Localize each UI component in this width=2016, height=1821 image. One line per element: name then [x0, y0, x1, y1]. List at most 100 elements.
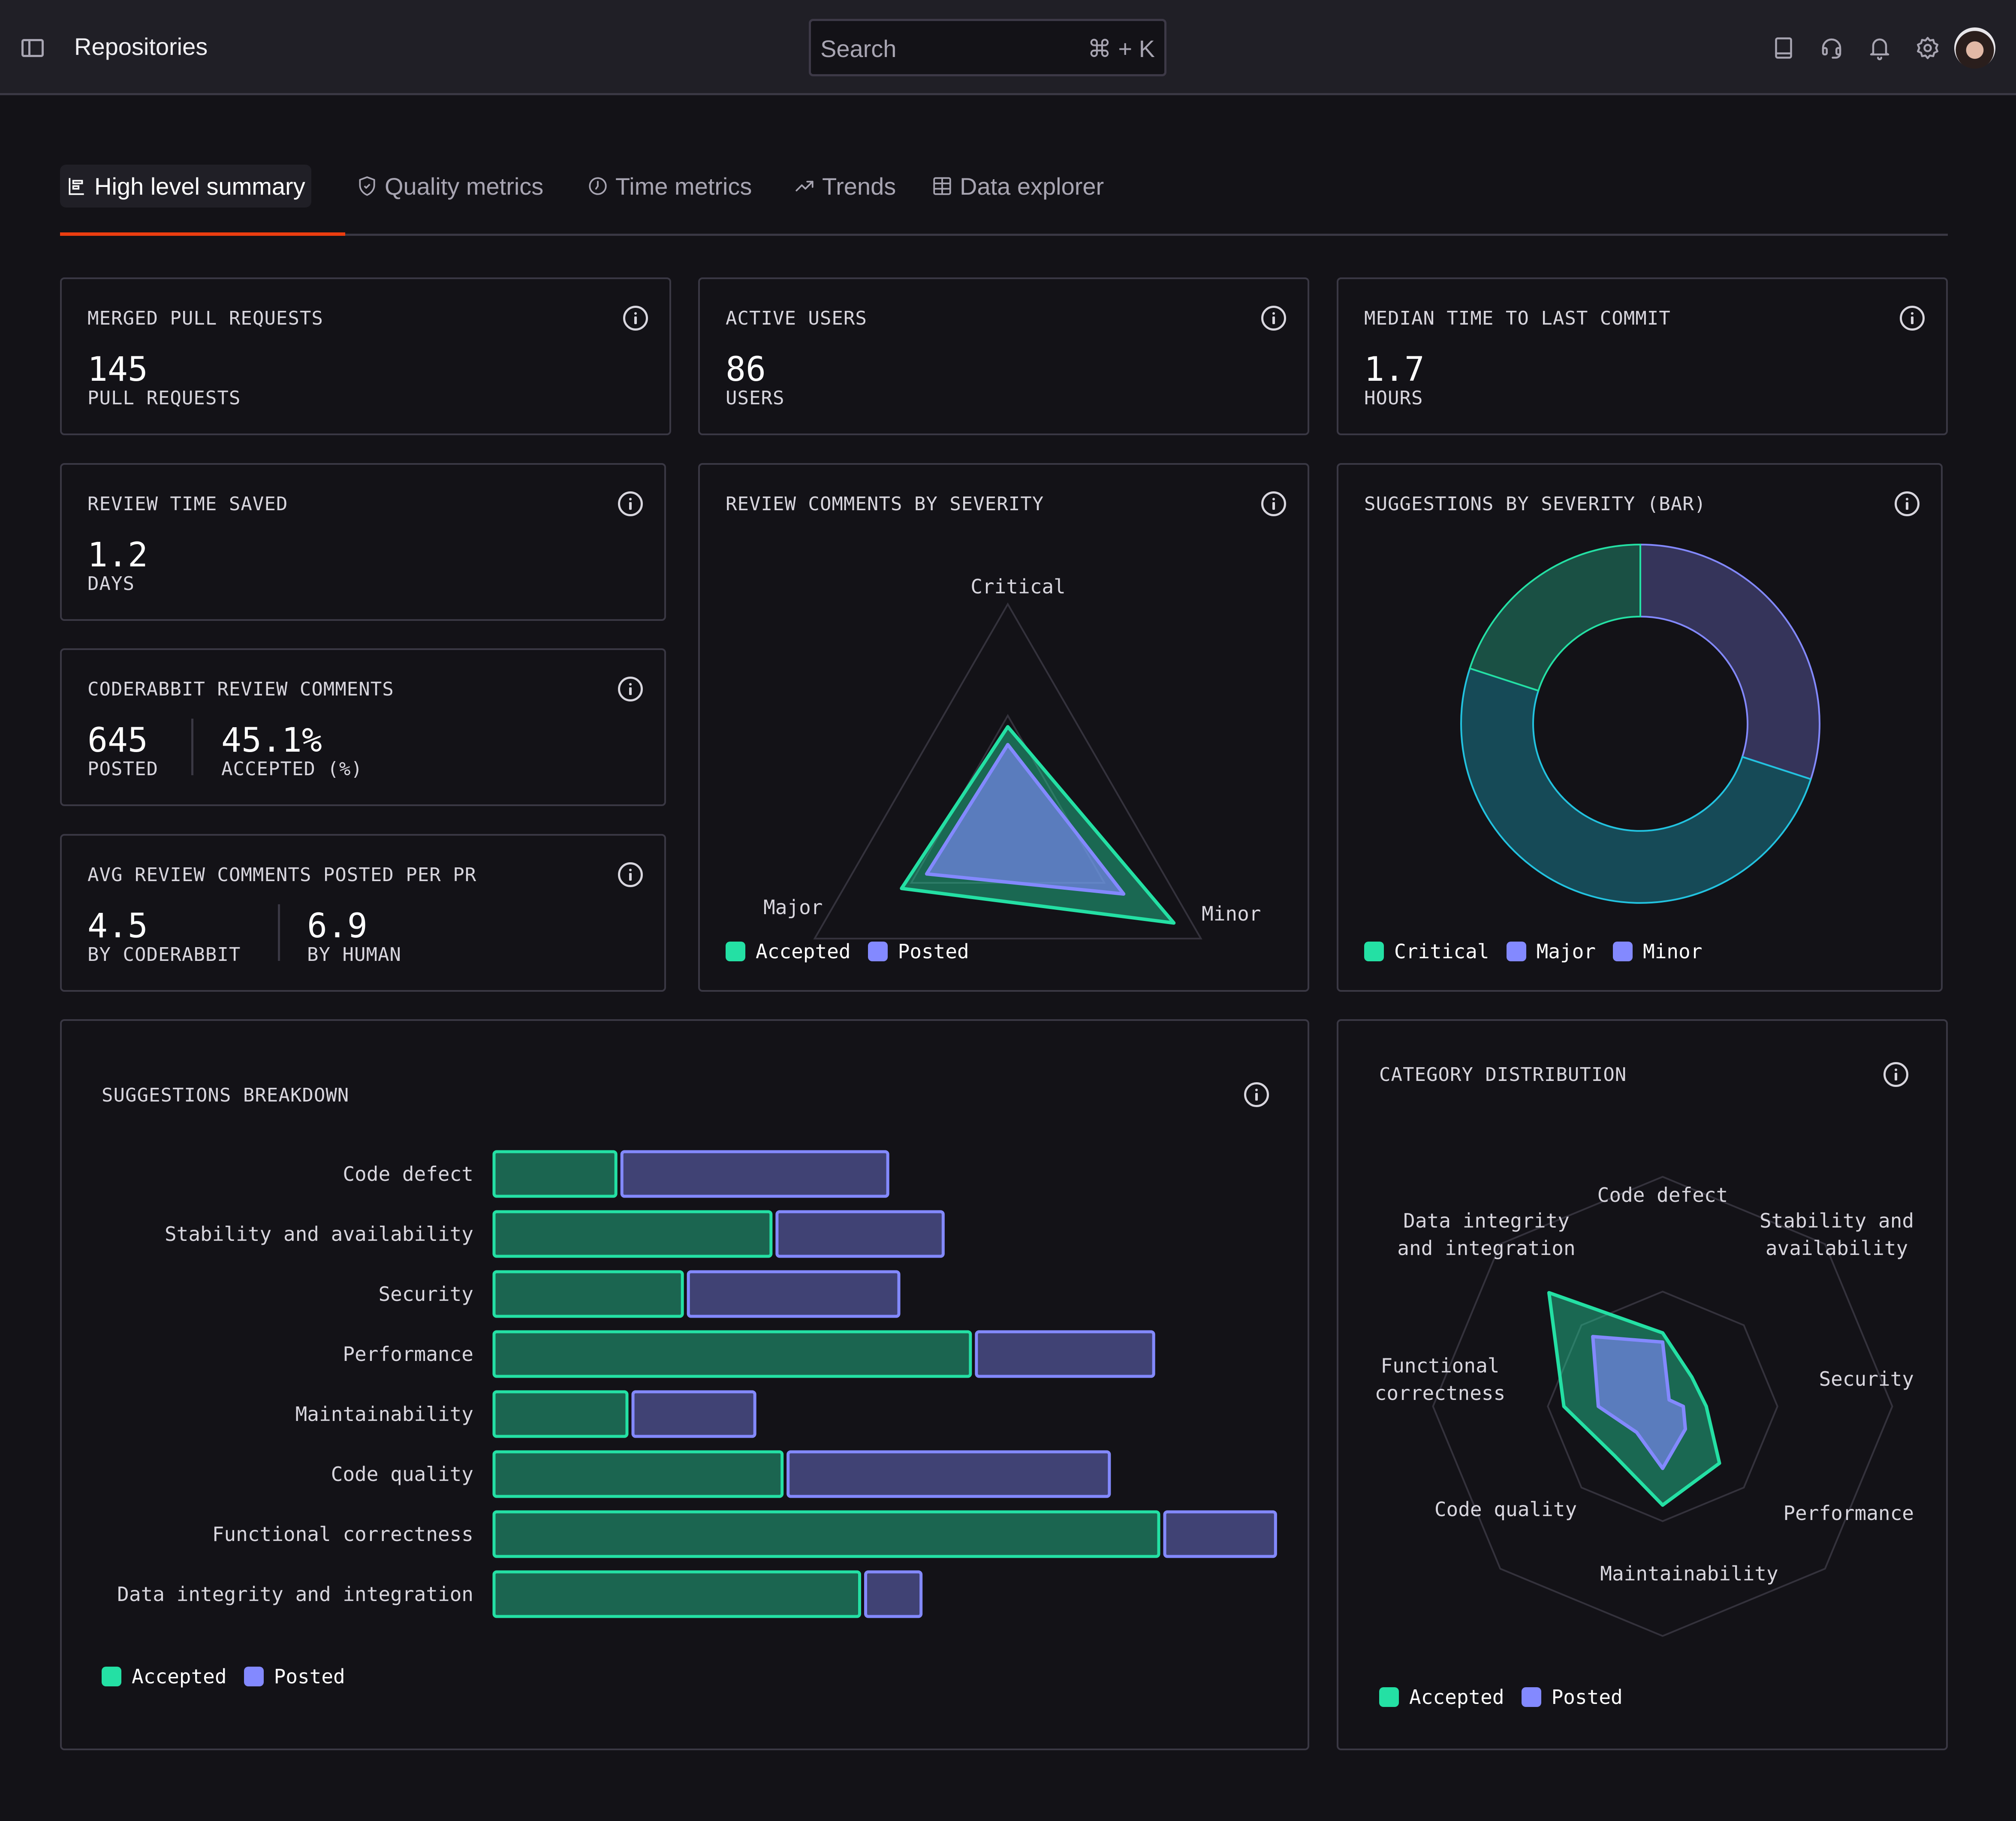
legend-swatch	[1506, 942, 1526, 961]
donut-slice-major	[1639, 543, 1820, 780]
kpi-card-active-users: ACTIVE USERS 86 USERS	[698, 277, 1309, 435]
sidebar-toggle-icon[interactable]	[21, 39, 44, 57]
kpi-card-review-time-saved: REVIEW TIME SAVED 1.2 DAYS	[60, 463, 666, 621]
card-title: MEDIAN TIME TO LAST COMMIT	[1364, 307, 1671, 329]
metric-unit: BY HUMAN	[307, 944, 401, 966]
info-icon[interactable]	[623, 306, 648, 331]
metric: 1.7 HOURS	[1364, 352, 1425, 409]
donut-slice-minor	[1460, 667, 1812, 904]
bar-posted	[620, 1150, 889, 1198]
search-shortcut-hint: ⌘ + K	[1087, 35, 1155, 62]
info-icon[interactable]	[1900, 306, 1925, 331]
tab-quality-metrics[interactable]: Quality metrics	[350, 165, 549, 208]
docs-book-icon[interactable]	[1760, 27, 1808, 69]
info-icon[interactable]	[1261, 491, 1286, 516]
metric-unit: POSTED	[87, 758, 158, 780]
legend-item-accepted[interactable]: Accepted	[1379, 1686, 1504, 1709]
tab-label: Trends	[822, 172, 896, 200]
legend-swatch	[244, 1667, 264, 1686]
summary-chart-icon	[69, 178, 84, 195]
radar-axis-label: Security	[1819, 1367, 1914, 1391]
divider	[278, 904, 280, 961]
card-title: REVIEW COMMENTS BY SEVERITY	[726, 493, 1044, 515]
metric-value: 86	[726, 350, 766, 389]
metric-unit: BY CODERABBIT	[87, 944, 241, 966]
radar-axis-label: Critical	[970, 575, 1066, 598]
legend-label: Accepted	[1409, 1686, 1504, 1709]
legend-label: Major	[1536, 940, 1596, 963]
top-bar: Repositories Search ⌘ + K	[0, 0, 2016, 95]
page-title: Repositories	[74, 33, 208, 60]
bar-posted	[975, 1330, 1155, 1378]
bar-accepted	[492, 1150, 618, 1198]
legend-item-major[interactable]: Major	[1506, 940, 1596, 963]
info-icon[interactable]	[618, 491, 643, 516]
radar-axis-label: Major	[763, 896, 823, 919]
legend-label: Posted	[1551, 1686, 1623, 1709]
settings-gear-icon[interactable]	[1904, 27, 1952, 69]
suggestions-breakdown-chart: Code defect Stability and availability Sec…	[117, 1150, 1277, 1618]
info-icon[interactable]	[618, 677, 643, 701]
suggestions-breakdown-card: SUGGESTIONS BREAKDOWN Code defect Stabili…	[60, 1019, 1309, 1750]
legend-item-posted[interactable]: Posted	[1521, 1686, 1623, 1709]
bar-accepted	[492, 1510, 1160, 1558]
severity-radar-legend: Accepted Posted	[726, 940, 986, 963]
severity-donut-card: SUGGESTIONS BY SEVERITY (BAR) Critical M…	[1337, 463, 1943, 992]
radar-axis-label: Stability and	[1760, 1209, 1914, 1232]
info-icon[interactable]	[1261, 306, 1286, 331]
radar-axis-label: Code quality	[1434, 1498, 1577, 1521]
severity-radar-card: REVIEW COMMENTS BY SEVERITY Critical Mino…	[698, 463, 1309, 992]
support-headset-icon[interactable]	[1808, 27, 1856, 69]
bar-category-label: Code defect	[343, 1162, 473, 1186]
legend-item-critical[interactable]: Critical	[1364, 940, 1489, 963]
notifications-bell-icon[interactable]	[1856, 27, 1904, 69]
metric-human: 6.9 BY HUMAN	[307, 909, 401, 966]
metric-value: 1.7	[1364, 350, 1425, 389]
radar-axis-label: Code defect	[1597, 1183, 1728, 1207]
header-actions	[1760, 27, 1995, 69]
category-distribution-card: CATEGORY DISTRIBUTION Code defect Stabili…	[1337, 1019, 1948, 1750]
radar-grid-ring	[1432, 1176, 1893, 1637]
tab-data-explorer[interactable]: Data explorer	[925, 165, 1110, 208]
bar-accepted	[492, 1570, 861, 1618]
legend-item-minor[interactable]: Minor	[1613, 940, 1703, 963]
bar-accepted	[492, 1450, 784, 1498]
category-radar-legend: Accepted Posted	[1379, 1686, 1640, 1709]
severity-radar-chart: Critical Minor Major	[763, 575, 1261, 939]
legend-swatch	[1364, 942, 1384, 961]
info-icon[interactable]	[1883, 1062, 1908, 1087]
legend-item-posted[interactable]: Posted	[868, 940, 969, 963]
legend-item-accepted[interactable]: Accepted	[102, 1665, 227, 1688]
info-icon[interactable]	[1895, 491, 1920, 516]
tab-high-level-summary[interactable]: High level summary	[60, 165, 311, 208]
tab-label: Data explorer	[960, 172, 1104, 200]
legend-swatch	[1379, 1687, 1399, 1707]
radar-grid-ring	[1547, 1291, 1778, 1522]
metric-coderabbit: 4.5 BY CODERABBIT	[87, 909, 241, 966]
info-icon[interactable]	[1244, 1082, 1269, 1107]
legend-item-accepted[interactable]: Accepted	[726, 940, 851, 963]
info-icon[interactable]	[618, 862, 643, 887]
bar-category-label: Performance	[343, 1342, 473, 1366]
bar-accepted	[492, 1270, 684, 1318]
tab-trends[interactable]: Trends	[788, 165, 902, 208]
search-input[interactable]: Search ⌘ + K	[809, 19, 1166, 76]
tab-time-metrics[interactable]: Time metrics	[581, 165, 758, 208]
divider	[191, 719, 193, 775]
metric: 1.2 DAYS	[87, 538, 148, 595]
active-tab-indicator	[60, 232, 345, 236]
radar-axis-label: and integration	[1397, 1237, 1575, 1260]
table-grid-icon	[933, 177, 951, 195]
bar-category-label: Maintainability	[295, 1403, 473, 1426]
metric-posted: 645 POSTED	[87, 723, 158, 780]
metric-unit: PULL REQUESTS	[87, 387, 241, 409]
metric-unit: HOURS	[1364, 387, 1423, 409]
legend-item-posted[interactable]: Posted	[244, 1665, 345, 1688]
metric-unit: USERS	[726, 387, 785, 409]
user-avatar[interactable]	[1954, 27, 1995, 69]
card-title: CODERABBIT REVIEW COMMENTS	[87, 678, 394, 700]
metric: 86 USERS	[726, 352, 784, 409]
bar-posted	[775, 1210, 945, 1258]
radar-axis-label: Maintainability	[1600, 1562, 1778, 1585]
bar-accepted	[492, 1210, 773, 1258]
